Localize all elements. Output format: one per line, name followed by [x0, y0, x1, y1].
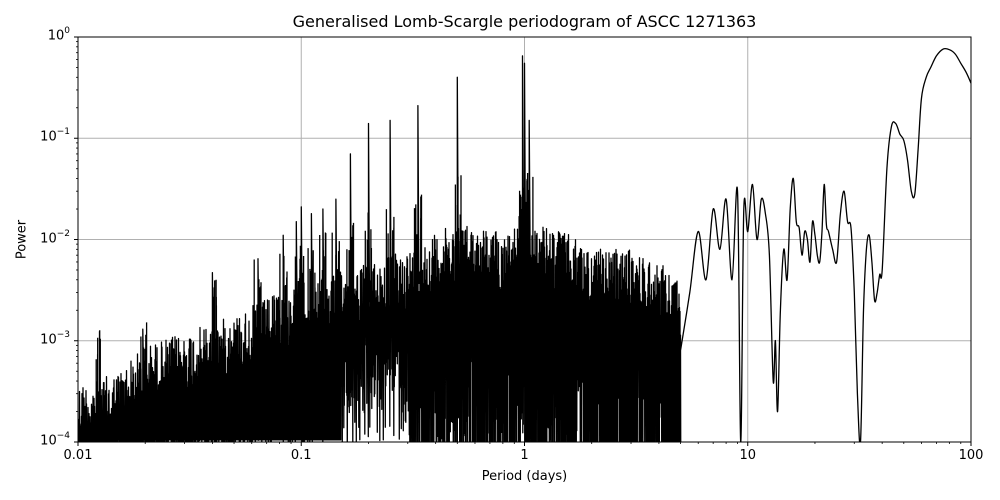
y-tick-label: 10−2 [40, 228, 70, 246]
periodogram-line [78, 47, 971, 442]
x-tick-label: 1 [520, 448, 529, 463]
x-axis-label: Period (days) [481, 469, 568, 484]
y-tick-label: 10−3 [40, 329, 70, 348]
y-tick-label: 10−1 [40, 127, 70, 145]
chart-title: Generalised Lomb-Scargle periodogram of … [292, 12, 757, 31]
x-tick-label: 0.01 [63, 448, 93, 463]
x-tick-label: 0.1 [290, 448, 312, 463]
x-tick-label: 100 [958, 448, 984, 463]
axis-ticks [74, 36, 972, 446]
y-axis-label: Power [14, 219, 30, 260]
y-tick-label: 10−4 [40, 431, 70, 449]
x-tick-label: 10 [739, 448, 757, 463]
y-tick-label: 100 [47, 26, 70, 44]
